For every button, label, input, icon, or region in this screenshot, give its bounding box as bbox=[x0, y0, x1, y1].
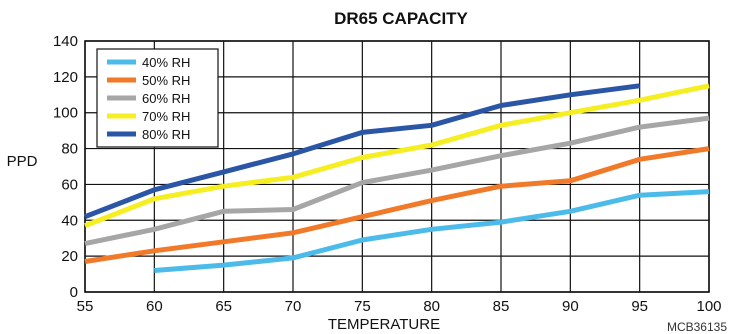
x-tick-label: 100 bbox=[696, 298, 721, 315]
x-tick-label: 70 bbox=[285, 298, 302, 315]
series-lines bbox=[84, 83, 710, 273]
series-line-70-rh bbox=[84, 83, 710, 229]
y-tick-label: 100 bbox=[53, 105, 78, 122]
x-tick-label: 60 bbox=[146, 298, 163, 315]
y-tick-label: 40 bbox=[61, 212, 78, 229]
x-axis-label: TEMPERATURE bbox=[328, 316, 440, 333]
legend-label: 80% RH bbox=[142, 127, 190, 142]
legend-label: 60% RH bbox=[142, 91, 190, 106]
legend: 40% RH 50% RH 60% RH 70% RH 80% RH bbox=[96, 48, 219, 148]
x-tick-label: 85 bbox=[493, 298, 510, 315]
legend-label: 70% RH bbox=[142, 109, 190, 124]
plot-frame bbox=[84, 40, 710, 293]
x-tick-label: 75 bbox=[354, 298, 371, 315]
y-tick-label: 140 bbox=[53, 33, 78, 50]
x-tick-label: 55 bbox=[77, 298, 94, 315]
y-axis-label: PPD bbox=[7, 153, 38, 170]
y-tick-label: 80 bbox=[61, 141, 78, 158]
series-line-80-rh bbox=[84, 83, 641, 220]
legend-label: 40% RH bbox=[142, 55, 190, 70]
x-tick-label: 65 bbox=[215, 298, 232, 315]
y-axis-ticks: 0 20 40 60 80 100 120 140 bbox=[53, 33, 78, 301]
y-tick-label: 0 bbox=[70, 284, 78, 301]
series-line-60-rh bbox=[84, 115, 710, 247]
series-line-50-rh bbox=[84, 146, 710, 264]
y-tick-label: 20 bbox=[61, 248, 78, 265]
x-tick-label: 80 bbox=[423, 298, 440, 315]
series-line-40-rh bbox=[154, 189, 710, 273]
x-tick-label: 95 bbox=[631, 298, 648, 315]
chart-title: DR65 CAPACITY bbox=[334, 9, 468, 28]
y-tick-label: 60 bbox=[61, 176, 78, 193]
y-tick-label: 120 bbox=[53, 69, 78, 86]
legend-label: 50% RH bbox=[142, 73, 190, 88]
figure-code: MCB36135 bbox=[667, 320, 727, 334]
x-axis-ticks: 55 60 65 70 75 80 85 90 95 100 bbox=[77, 298, 722, 315]
x-tick-label: 90 bbox=[562, 298, 579, 315]
